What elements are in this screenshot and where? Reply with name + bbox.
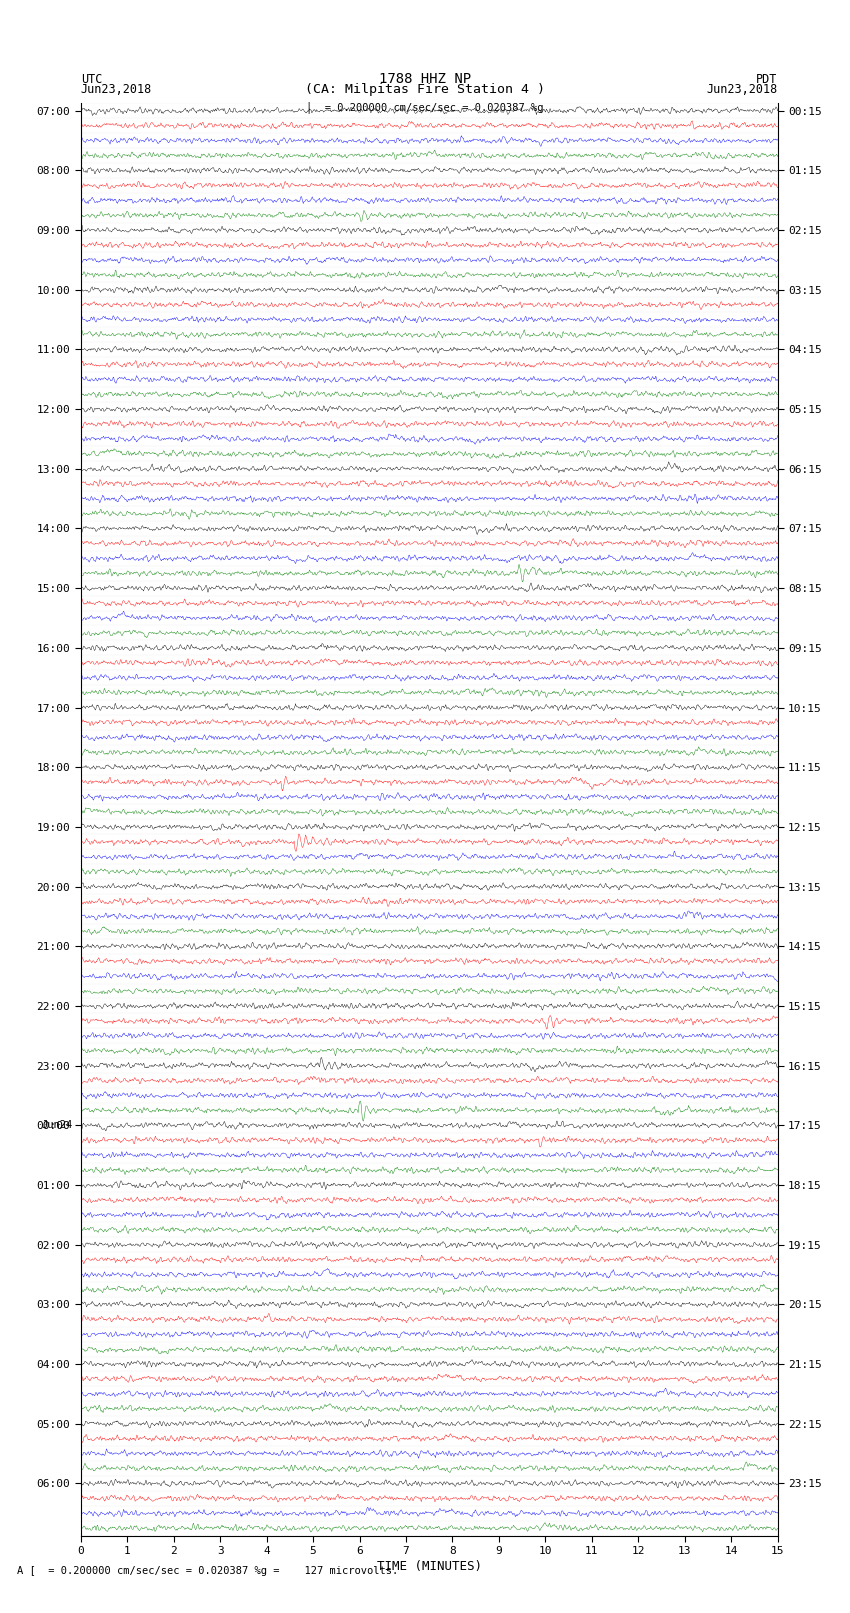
Text: Jun24: Jun24	[41, 1121, 72, 1131]
Text: UTC: UTC	[81, 73, 102, 85]
X-axis label: TIME (MINUTES): TIME (MINUTES)	[377, 1560, 482, 1573]
Text: │  = 0.200000 cm/sec/sec = 0.020387 %g: │ = 0.200000 cm/sec/sec = 0.020387 %g	[306, 100, 544, 113]
Text: 1788 HHZ NP: 1788 HHZ NP	[379, 73, 471, 85]
Text: Jun23,2018: Jun23,2018	[81, 82, 152, 97]
Text: PDT: PDT	[756, 73, 778, 85]
Text: A [  = 0.200000 cm/sec/sec = 0.020387 %g =    127 microvolts.: A [ = 0.200000 cm/sec/sec = 0.020387 %g …	[17, 1566, 399, 1576]
Text: (CA: Milpitas Fire Station 4 ): (CA: Milpitas Fire Station 4 )	[305, 82, 545, 97]
Text: Jun23,2018: Jun23,2018	[706, 82, 778, 97]
